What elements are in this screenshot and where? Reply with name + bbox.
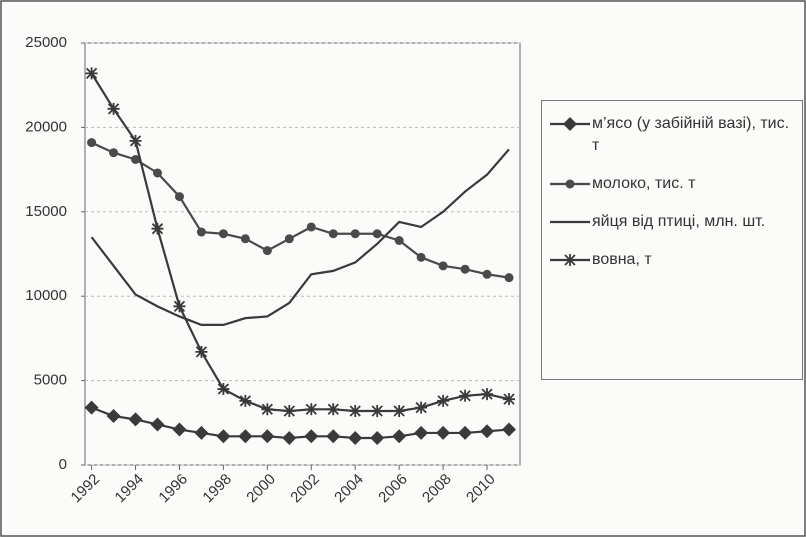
marker — [128, 412, 143, 427]
marker — [437, 394, 450, 407]
marker — [326, 429, 341, 444]
marker — [564, 254, 576, 266]
x-tick-label: 2004 — [331, 471, 367, 507]
marker — [436, 425, 451, 440]
x-tick-label: 2000 — [243, 471, 279, 507]
marker — [370, 430, 385, 445]
plot-area — [84, 42, 521, 466]
marker — [350, 229, 360, 239]
series-line — [90, 148, 510, 326]
legend-swatch — [550, 117, 590, 131]
marker — [394, 235, 404, 245]
x-tick-label: 2006 — [375, 471, 411, 507]
legend-item: яйця від птиці, млн. шт. — [548, 211, 796, 233]
marker — [129, 134, 142, 147]
marker — [327, 403, 340, 416]
marker — [131, 154, 141, 164]
y-tick-label: 15000 — [25, 203, 67, 220]
y-tick-label: 20000 — [25, 118, 67, 135]
x-tick-label: 1998 — [199, 471, 235, 507]
x-tick-label: 1994 — [112, 471, 148, 507]
marker — [283, 404, 296, 417]
legend-swatch — [550, 254, 590, 266]
y-tick-label: 5000 — [34, 372, 67, 389]
marker — [414, 425, 429, 440]
legend-item: м’ясо (у забійній вазі), тис. т — [548, 113, 796, 157]
marker — [106, 409, 121, 424]
legend-label: вовна, т — [592, 251, 652, 268]
marker — [304, 429, 319, 444]
marker — [306, 222, 316, 232]
marker — [482, 269, 492, 279]
y-tick-label: 10000 — [25, 287, 67, 304]
marker — [460, 264, 470, 274]
legend-label: молоко, тис. т — [592, 175, 696, 192]
marker — [372, 229, 382, 239]
marker — [371, 404, 384, 417]
marker — [438, 261, 448, 271]
marker — [194, 425, 209, 440]
marker — [87, 138, 97, 148]
x-tick-label: 2002 — [287, 471, 323, 507]
legend: м’ясо (у забійній вазі), тис. т молоко, т… — [541, 100, 803, 380]
marker — [282, 430, 297, 445]
legend-item: вовна, т — [548, 249, 796, 271]
marker — [262, 246, 272, 256]
marker — [328, 229, 338, 239]
marker — [216, 429, 231, 444]
marker — [504, 273, 514, 283]
marker — [305, 403, 318, 416]
marker — [238, 429, 253, 444]
marker — [415, 401, 428, 414]
marker — [85, 67, 98, 80]
marker — [260, 429, 275, 444]
marker — [174, 192, 184, 202]
marker — [416, 252, 426, 262]
marker — [239, 394, 252, 407]
legend-item: молоко, тис. т — [548, 173, 796, 195]
marker — [503, 393, 516, 406]
marker — [173, 300, 186, 313]
x-tick-label: 2010 — [463, 471, 499, 507]
marker — [348, 430, 363, 445]
marker — [172, 422, 187, 437]
marker — [284, 234, 294, 244]
legend-swatch — [550, 179, 590, 189]
marker — [502, 422, 517, 437]
marker — [563, 117, 577, 131]
legend-label: яйця від птиці, млн. шт. — [592, 213, 766, 230]
x-tick-label: 1996 — [155, 471, 191, 507]
marker — [109, 148, 119, 158]
x-tick-label: 2008 — [419, 471, 455, 507]
marker — [196, 227, 206, 237]
marker — [107, 102, 120, 115]
marker — [565, 179, 575, 189]
marker — [84, 400, 99, 415]
marker — [150, 417, 165, 432]
marker — [195, 345, 208, 358]
marker — [458, 425, 473, 440]
x-tick-label: 1992 — [68, 471, 104, 507]
series-line — [90, 72, 510, 413]
marker — [459, 389, 472, 402]
legend-swatch — [550, 220, 590, 224]
marker — [218, 229, 228, 239]
y-tick-label: 25000 — [25, 34, 67, 51]
marker — [261, 403, 274, 416]
marker — [217, 383, 230, 396]
marker — [480, 424, 495, 439]
y-tick-label: 0 — [59, 456, 67, 473]
marker — [481, 388, 494, 401]
marker — [153, 168, 162, 178]
marker — [349, 404, 362, 417]
marker — [392, 429, 407, 444]
marker — [151, 222, 164, 235]
marker — [393, 404, 406, 417]
marker — [240, 234, 250, 244]
legend-label: м’ясо (у забійній вазі), тис. т — [592, 115, 790, 154]
